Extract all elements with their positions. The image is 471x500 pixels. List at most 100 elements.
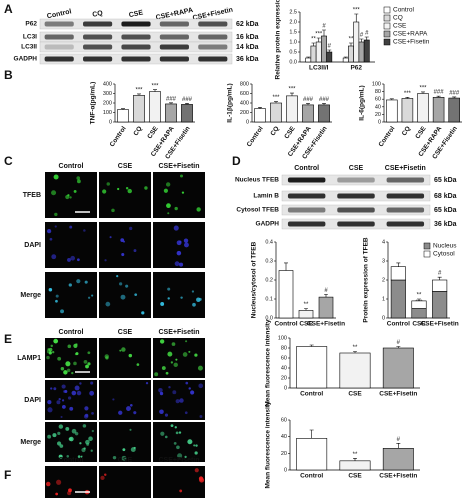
blot-row-label: LC3II xyxy=(21,44,37,51)
cell xyxy=(87,296,91,299)
significance: ** xyxy=(349,37,354,43)
micrograph xyxy=(99,222,151,268)
panel-label: F xyxy=(4,468,11,482)
cell xyxy=(176,250,182,256)
error-bar xyxy=(284,262,288,271)
cell xyxy=(141,311,145,315)
error-bar xyxy=(322,29,326,36)
cell xyxy=(174,261,180,267)
cell xyxy=(134,293,138,297)
cell xyxy=(129,403,133,407)
y-tick-label: 80 xyxy=(375,89,381,95)
cell xyxy=(52,433,57,438)
blot-band xyxy=(386,221,425,227)
legend-swatch xyxy=(383,30,391,38)
cell xyxy=(121,455,127,461)
kda-label: 65 kDa xyxy=(434,207,457,214)
blot-row-label: Cytosol TFEB xyxy=(236,207,279,214)
kda-label: 14 kDa xyxy=(236,44,259,51)
bar xyxy=(270,102,282,123)
cell xyxy=(176,240,182,246)
micrograph xyxy=(99,172,151,218)
error-bar xyxy=(396,346,401,348)
cell xyxy=(181,191,185,194)
bar xyxy=(165,103,177,123)
image-column-label: CSE+Fisetin xyxy=(158,457,199,464)
micrograph xyxy=(45,380,97,420)
cell xyxy=(58,397,61,401)
cell xyxy=(54,225,57,228)
image-row-label: DAPI xyxy=(24,397,41,404)
blot-band xyxy=(83,21,113,27)
cell xyxy=(61,384,66,389)
cell xyxy=(168,386,171,389)
cell xyxy=(47,400,52,405)
x-tick-label: Control xyxy=(274,321,297,328)
kda-label: 36 kDa xyxy=(236,56,259,63)
cell xyxy=(160,431,165,436)
cell xyxy=(55,299,58,303)
bar xyxy=(401,98,414,123)
y-tick-label: 60 xyxy=(281,417,287,423)
bar xyxy=(326,51,333,63)
cell xyxy=(76,390,82,396)
blot-band xyxy=(121,21,151,27)
y-tick-label: 2.0 xyxy=(289,19,297,25)
legend-label: CQ xyxy=(393,15,403,22)
cell xyxy=(180,296,183,299)
significance: # xyxy=(438,271,442,277)
error-bar xyxy=(322,103,326,105)
image-column-label: Control xyxy=(59,163,84,170)
bar xyxy=(382,448,414,471)
cell xyxy=(185,381,189,385)
cell xyxy=(56,400,61,405)
blot-band xyxy=(337,221,375,227)
cell xyxy=(84,280,88,284)
cell xyxy=(79,442,82,445)
cell xyxy=(121,347,126,352)
cell xyxy=(112,398,115,401)
cell xyxy=(56,479,62,485)
error-bar xyxy=(437,276,442,280)
blot-band xyxy=(198,56,228,62)
cell xyxy=(194,451,198,455)
blot-band xyxy=(44,44,74,50)
blot-band xyxy=(198,21,228,27)
cell xyxy=(47,407,53,413)
cell xyxy=(63,390,66,393)
x-tick-label: CSE xyxy=(146,125,160,141)
cell xyxy=(190,390,195,395)
error-bar xyxy=(169,102,173,104)
bar xyxy=(417,93,429,123)
cell xyxy=(197,365,203,371)
kda-label: 62 kDa xyxy=(236,21,259,28)
x-tick-label: Control xyxy=(377,125,396,148)
y-tick-label: 600 xyxy=(240,91,249,97)
error-bar xyxy=(349,42,353,46)
cell xyxy=(77,455,81,458)
error-bar xyxy=(343,56,348,58)
micrograph xyxy=(153,272,205,318)
cell xyxy=(175,358,178,361)
blot-band xyxy=(337,207,375,213)
y-tick-label: 300 xyxy=(103,91,112,97)
error-bar xyxy=(311,42,316,46)
bar xyxy=(390,266,406,281)
image-column-label: CSE+Fisetin xyxy=(158,163,199,170)
cell xyxy=(77,179,81,184)
bar xyxy=(298,310,314,319)
cell xyxy=(80,455,83,458)
bar xyxy=(117,109,129,123)
cell xyxy=(54,212,58,217)
significance: # xyxy=(324,288,328,294)
blot-band xyxy=(287,193,326,199)
significance: *** xyxy=(404,91,412,97)
significance: # xyxy=(365,31,369,37)
x-tick-label: Control xyxy=(246,125,265,148)
bar xyxy=(278,270,294,319)
significance: *** xyxy=(353,8,361,14)
cell xyxy=(88,436,93,442)
micrograph xyxy=(99,272,151,318)
bar xyxy=(302,104,314,123)
significance: *** xyxy=(135,88,143,94)
